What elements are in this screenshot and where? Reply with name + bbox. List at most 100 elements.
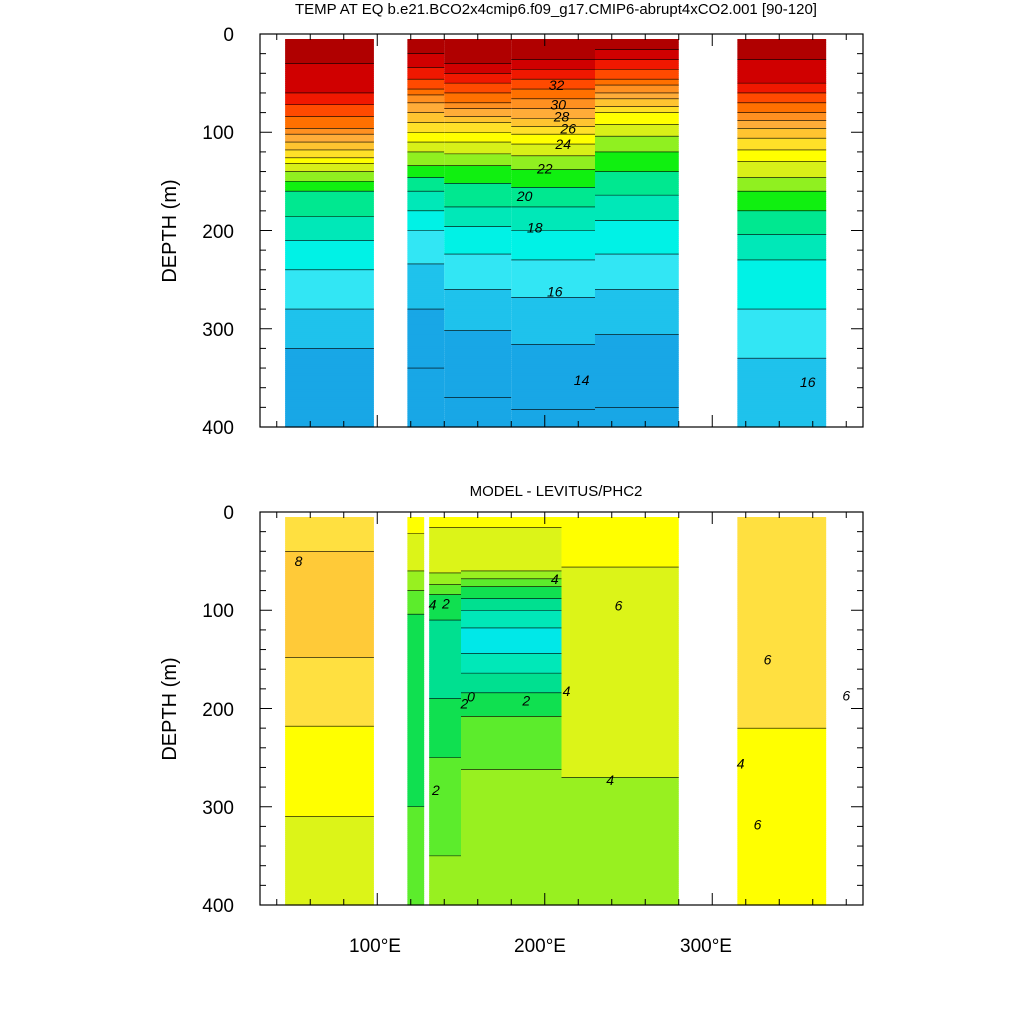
contour-fill-cell bbox=[461, 875, 562, 879]
contour-fill-cell bbox=[444, 173, 512, 177]
contour-fill-cell bbox=[407, 134, 445, 137]
contour-fill-cell bbox=[407, 783, 425, 786]
contour-fill-cell bbox=[429, 755, 461, 759]
contour-fill-cell bbox=[595, 377, 679, 381]
contour-fill-cell bbox=[407, 629, 425, 633]
contour-fill-cell bbox=[407, 853, 425, 857]
contour-fill-cell bbox=[444, 263, 512, 267]
contour-fill-cell bbox=[444, 316, 512, 320]
contour-fill-cell bbox=[561, 627, 679, 631]
contour-fill-cell bbox=[737, 89, 827, 92]
contour-fill-cell bbox=[561, 553, 679, 556]
contour-fill-cell bbox=[737, 130, 827, 133]
contour-fill-cell bbox=[407, 802, 425, 806]
contour-fill-cell bbox=[429, 706, 461, 710]
contour-fill-cell bbox=[407, 682, 425, 686]
contour-fill-cell bbox=[737, 578, 827, 582]
contour-fill-cell bbox=[285, 366, 374, 369]
contour-fill-cell bbox=[595, 320, 679, 324]
contour-fill-cell bbox=[737, 820, 827, 824]
contour-fill-cell bbox=[511, 283, 595, 287]
contour-fill-cell bbox=[407, 722, 425, 725]
contour-fill-cell bbox=[407, 834, 425, 837]
contour-fill-cell bbox=[429, 816, 461, 820]
contour-fill-cell bbox=[429, 779, 461, 782]
contour-fill-cell bbox=[737, 55, 827, 59]
contour-fill-cell bbox=[407, 529, 425, 533]
contour-fill-cell bbox=[561, 848, 679, 851]
contour-fill-cell bbox=[561, 834, 679, 837]
contour-fill-cell bbox=[461, 598, 562, 602]
contour-fill-cell bbox=[561, 620, 679, 623]
contour-fill-cell bbox=[737, 680, 827, 684]
contour-fill-cell bbox=[285, 224, 374, 228]
contour-fill-cell bbox=[461, 639, 562, 643]
contour-fill-cell bbox=[737, 696, 827, 700]
contour-fill-cell bbox=[407, 521, 425, 525]
contour-fill-cell bbox=[461, 779, 562, 782]
contour-fill-cell bbox=[407, 651, 425, 655]
contour-fill-cell bbox=[511, 130, 595, 133]
contour-fill-cell bbox=[595, 277, 679, 281]
contour-fill-cell bbox=[737, 875, 827, 879]
contour-fill-cell bbox=[285, 59, 374, 63]
contour-fill-cell bbox=[444, 250, 512, 253]
contour-fill-cell bbox=[595, 330, 679, 334]
contour-fill-cell bbox=[429, 861, 461, 865]
contour-fill-cell bbox=[561, 734, 679, 737]
contour-fill-cell bbox=[285, 590, 374, 594]
contour-fill-cell bbox=[737, 694, 827, 698]
contour-fill-cell bbox=[737, 885, 827, 888]
contour-fill-cell bbox=[511, 122, 595, 125]
contour-fill-cell bbox=[407, 161, 445, 165]
contour-fill-cell bbox=[407, 747, 425, 751]
contour-fill-cell bbox=[511, 126, 595, 129]
contour-fill-cell bbox=[285, 665, 374, 668]
contour-fill-cell bbox=[461, 739, 562, 743]
contour-fill-cell bbox=[737, 75, 827, 78]
contour-fill-cell bbox=[285, 191, 374, 194]
contour-fill-cell bbox=[429, 604, 461, 607]
contour-fill-cell bbox=[285, 57, 374, 61]
contour-fill-cell bbox=[595, 126, 679, 129]
contour-fill-cell bbox=[285, 722, 374, 725]
contour-fill-cell bbox=[595, 136, 679, 139]
contour-fill-cell bbox=[285, 743, 374, 747]
contour-fill-cell bbox=[285, 696, 374, 700]
contour-fill-cell bbox=[407, 624, 425, 627]
contour-fill-cell bbox=[461, 749, 562, 753]
contour-fill-cell bbox=[407, 202, 445, 206]
contour-fill-cell bbox=[737, 195, 827, 198]
contour-fill-cell bbox=[511, 409, 595, 412]
contour-label: 28 bbox=[553, 109, 570, 125]
contour-fill-cell bbox=[407, 851, 425, 855]
contour-fill-cell bbox=[285, 767, 374, 771]
contour-fill-cell bbox=[461, 722, 562, 725]
contour-fill-cell bbox=[737, 299, 827, 302]
contour-fill-cell bbox=[429, 588, 461, 592]
contour-fill-cell bbox=[444, 183, 512, 186]
contour-fill-cell bbox=[407, 716, 425, 719]
contour-fill-cell bbox=[737, 684, 827, 688]
contour-fill-cell bbox=[561, 651, 679, 655]
contour-fill-cell bbox=[429, 714, 461, 717]
contour-fill-cell bbox=[737, 751, 827, 755]
contour-fill-cell bbox=[737, 316, 827, 320]
contour-fill-cell bbox=[407, 242, 445, 245]
contour-fill-cell bbox=[429, 639, 461, 643]
contour-fill-cell bbox=[407, 537, 425, 541]
contour-fill-cell bbox=[511, 240, 595, 243]
contour-fill-cell bbox=[429, 732, 461, 735]
contour-fill-cell bbox=[429, 849, 461, 853]
contour-fill-cell bbox=[407, 718, 425, 721]
contour-fill-cell bbox=[285, 737, 374, 741]
contour-fill-cell bbox=[285, 90, 374, 94]
contour-fill-cell bbox=[285, 647, 374, 651]
contour-fill-cell bbox=[407, 87, 445, 90]
contour-fill-cell bbox=[285, 857, 374, 861]
contour-fill-cell bbox=[737, 767, 827, 771]
contour-fill-cell bbox=[561, 647, 679, 651]
contour-fill-cell bbox=[595, 118, 679, 122]
contour-fill-cell bbox=[737, 138, 827, 141]
contour-fill-cell bbox=[737, 379, 827, 383]
